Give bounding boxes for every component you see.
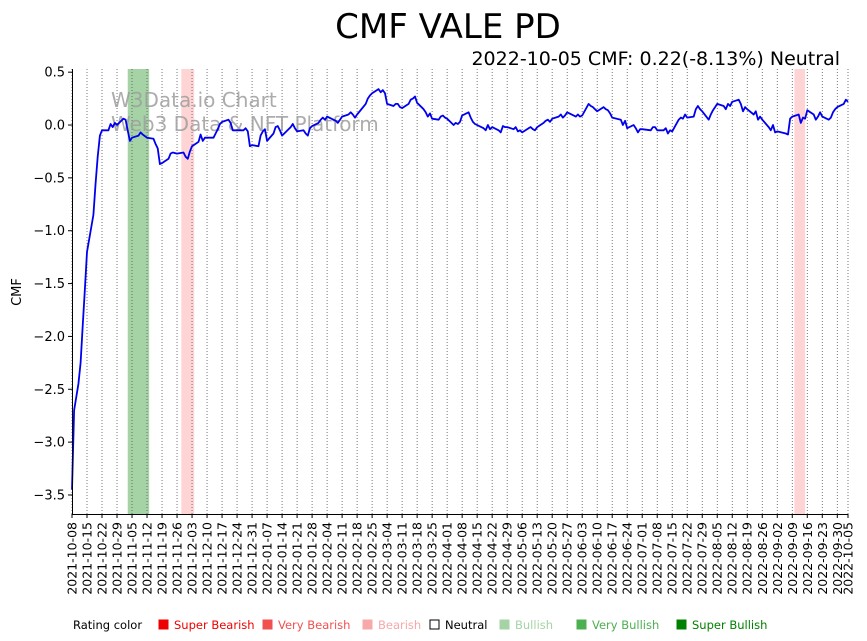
x-tick-label: 2022-01-21 — [290, 522, 305, 595]
y-tick-label: 0.5 — [44, 66, 65, 81]
x-tick-label: 2022-05-27 — [560, 522, 575, 595]
x-tick-label: 2022-08-26 — [755, 522, 770, 595]
y-tick-label: −2.5 — [33, 383, 65, 398]
x-tick-label: 2022-01-14 — [275, 522, 290, 595]
x-tick-label: 2021-10-08 — [65, 522, 80, 595]
x-tick-label: 2022-10-05 — [841, 522, 856, 595]
watermark-line-1: W3Data.io Chart — [111, 88, 277, 112]
x-tick-label: 2022-03-18 — [410, 522, 425, 595]
x-tick-label: 2022-02-04 — [320, 522, 335, 595]
x-tick-label: 2021-12-24 — [230, 522, 245, 595]
y-tick-label: −0.5 — [33, 171, 65, 186]
y-tick-label: 0.0 — [44, 119, 65, 134]
cmf-series — [71, 88, 849, 490]
x-tick-label: 2022-08-05 — [710, 522, 725, 595]
legend-label: Bullish — [515, 618, 553, 632]
rating-legend: Rating color Super Bearish Very Bearish Be… — [73, 618, 767, 632]
x-tick-label: 2021-10-22 — [95, 522, 110, 595]
x-tick-label: 2022-01-28 — [305, 522, 320, 595]
x-tick-label: 2022-03-25 — [425, 522, 440, 595]
x-tick-label: 2022-03-11 — [395, 522, 410, 595]
x-tick-label: 2022-09-23 — [815, 522, 830, 595]
x-tick-label: 2022-06-10 — [590, 522, 605, 595]
y-axis-label: CMF — [10, 278, 25, 306]
legend-swatch — [429, 619, 440, 630]
cmf-line-1 — [71, 88, 849, 490]
x-tick-label: 2022-05-13 — [530, 522, 545, 595]
vertical-grid — [71, 69, 849, 514]
rating-band-1 — [127, 69, 150, 514]
x-tick-label: 2022-04-08 — [455, 522, 470, 595]
x-tick-label: 2022-02-25 — [365, 522, 380, 595]
x-tick-label: 2022-04-15 — [470, 522, 485, 595]
chart-title: CMF VALE PD — [335, 7, 561, 47]
x-tick-label: 2022-05-06 — [515, 522, 530, 595]
y-tick-label: −3.5 — [33, 488, 65, 503]
chart-subtitle: 2022-10-05 CMF: 0.22(-8.13%) Neutral — [471, 48, 840, 70]
x-tick-label: 2022-09-09 — [785, 522, 800, 595]
x-tick-label: 2022-07-08 — [650, 522, 665, 595]
legend-label: Super Bearish — [174, 618, 255, 632]
x-tick-label: 2022-07-29 — [695, 522, 710, 595]
x-tick-label: 2021-12-10 — [200, 522, 215, 595]
x-tick-label: 2021-12-17 — [215, 522, 230, 595]
legend-swatch — [576, 619, 587, 630]
y-tick-label: −1.5 — [33, 277, 65, 292]
legend-swatch — [676, 619, 687, 630]
x-tick-label: 2022-04-29 — [500, 522, 515, 595]
legend-swatch — [362, 619, 373, 630]
rating-band-3 — [794, 69, 806, 514]
x-tick-label: 2022-04-22 — [485, 522, 500, 595]
y-tick-label: −1.0 — [33, 224, 65, 239]
x-tick-label: 2022-07-01 — [635, 522, 650, 595]
x-tick-label: 2022-06-24 — [620, 522, 635, 595]
rating-band-2 — [181, 69, 195, 514]
x-tick-label: 2022-02-11 — [335, 522, 350, 595]
x-tick-label: 2022-09-16 — [800, 522, 815, 595]
x-tick-label: 2022-08-12 — [725, 522, 740, 595]
legend-swatch — [262, 619, 273, 630]
x-tick-label: 2022-06-03 — [575, 522, 590, 595]
y-ticks: −3.5 −3.0 −2.5 −2.0 −1.5 −1.0 −0.5 0.0 0.5 — [33, 66, 72, 503]
x-ticks: 2021-10-08 2021-10-15 2021-10-22 2021-10-29… — [65, 514, 856, 595]
x-tick-label: 2022-02-18 — [350, 522, 365, 595]
legend-label: Very Bearish — [278, 618, 350, 632]
legend-label: Bearish — [378, 618, 421, 632]
x-tick-label: 2022-09-30 — [830, 522, 845, 595]
x-tick-label: 2022-03-04 — [380, 522, 395, 595]
legend-swatch — [158, 619, 169, 630]
watermark-line-2: Web3 Data & NFT Platform — [111, 112, 379, 136]
x-tick-label: 2022-06-17 — [605, 522, 620, 595]
legend-swatch — [499, 619, 510, 630]
x-tick-label: 2022-05-20 — [545, 522, 560, 595]
x-tick-label: 2021-10-15 — [80, 522, 95, 595]
x-tick-label: 2022-08-19 — [740, 522, 755, 595]
watermark: W3Data.io Chart Web3 Data & NFT Platform — [111, 88, 379, 136]
x-tick-label: 2021-12-03 — [185, 522, 200, 595]
legend-label: Very Bullish — [592, 618, 659, 632]
x-tick-label: 2022-07-22 — [680, 522, 695, 595]
x-tick-label: 2021-10-29 — [110, 522, 125, 595]
x-tick-label: 2022-09-02 — [770, 522, 785, 595]
x-tick-label: 2021-11-12 — [140, 522, 155, 595]
legend-title: Rating color — [73, 618, 142, 632]
legend-label: Super Bullish — [692, 618, 767, 632]
x-tick-label: 2022-07-15 — [665, 522, 680, 595]
x-tick-label: 2021-12-31 — [245, 522, 260, 595]
x-tick-label: 2022-01-07 — [260, 522, 275, 595]
x-tick-label: 2021-11-19 — [155, 522, 170, 595]
y-tick-label: −3.0 — [33, 436, 65, 451]
x-tick-label: 2021-11-26 — [170, 522, 185, 595]
rating-bands — [127, 69, 806, 514]
x-tick-label: 2021-11-05 — [125, 522, 140, 595]
legend-label: Neutral — [445, 618, 487, 632]
axes — [72, 69, 848, 515]
y-tick-label: −2.0 — [33, 330, 65, 345]
x-tick-label: 2022-04-01 — [440, 522, 455, 595]
